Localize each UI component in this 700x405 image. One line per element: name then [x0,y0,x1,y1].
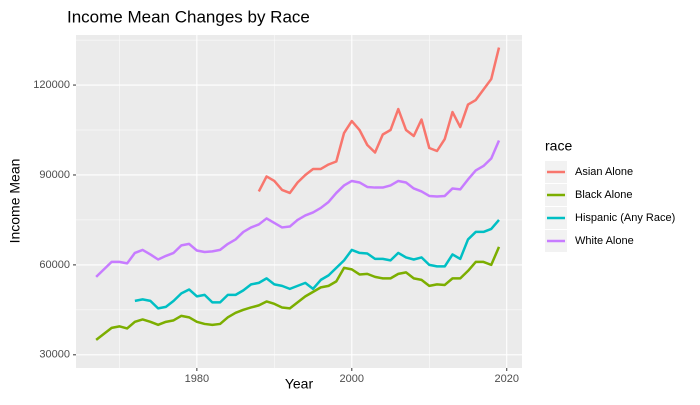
x-axis-title: Year [285,376,314,392]
line [95,140,501,278]
legend-title: race [545,138,572,154]
plot-panel [76,35,522,368]
x-tick-label: 2000 [340,373,364,385]
x-tick-label: 2020 [494,373,518,385]
chart-title: Income Mean Changes by Race [67,7,310,26]
line [95,246,501,341]
y-tick-label: 90000 [39,169,70,181]
y-axis-title: Income Mean [7,159,23,244]
y-tick-label: 30000 [39,349,70,361]
y-tick-label: 60000 [39,259,70,271]
x-tick-label: 1980 [185,373,209,385]
line [134,219,500,310]
y-tick-label: 120000 [33,79,70,91]
legend-label: Black Alone [575,189,632,201]
legend-label: White Alone [575,235,634,247]
legend-label: Hispanic (Any Race) [575,212,675,224]
line [257,47,501,195]
legend-label: Asian Alone [575,166,633,178]
